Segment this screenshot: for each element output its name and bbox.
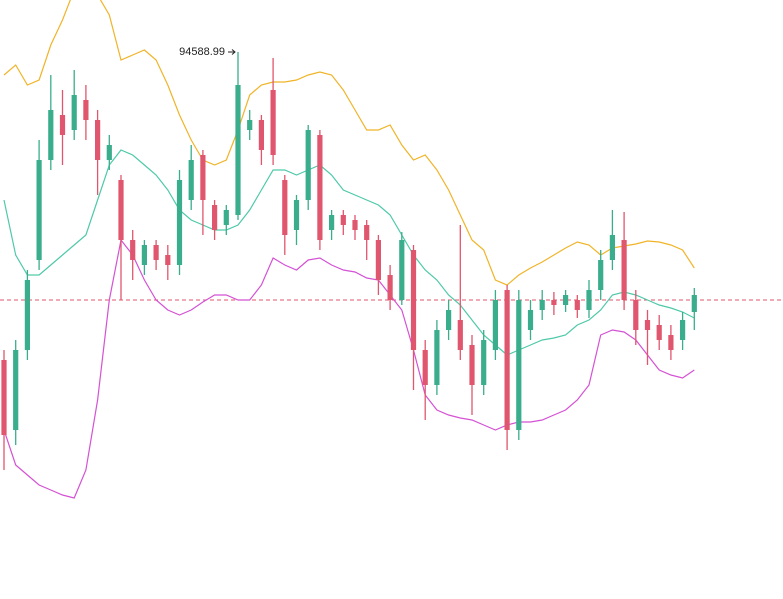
candle-body: [95, 120, 101, 160]
band-line: [3, 149, 695, 356]
candle-body: [527, 310, 534, 330]
candle-body: [387, 275, 393, 300]
candle-body: [1, 360, 7, 435]
candle-body: [492, 300, 498, 350]
candle-body: [539, 300, 545, 310]
candle-body: [364, 225, 370, 240]
candle-body: [410, 250, 417, 350]
candle-body: [469, 345, 475, 385]
candle-body: [223, 210, 229, 225]
candle-body: [504, 290, 510, 430]
candle-body: [399, 240, 405, 300]
candle-body: [153, 245, 159, 260]
candle-body: [176, 180, 183, 265]
candle-body: [270, 90, 276, 155]
candle-body: [188, 160, 194, 200]
candle-body: [13, 350, 19, 430]
candle-body: [165, 255, 171, 265]
candle-body: [83, 100, 89, 120]
candle-body: [516, 300, 522, 430]
candle-body: [668, 335, 674, 350]
candle-body: [48, 110, 54, 160]
candle-body: [59, 115, 66, 135]
candle-body: [644, 320, 651, 330]
candle-body: [200, 155, 206, 200]
candle-body: [621, 240, 627, 300]
candle-body: [141, 245, 147, 265]
candle-body: [293, 200, 300, 230]
candle-body: [130, 240, 136, 260]
candle-body: [352, 220, 358, 230]
band-line: [3, 0, 695, 286]
candle-body: [340, 215, 346, 225]
candle-body: [680, 320, 686, 340]
candle-body: [71, 95, 77, 130]
candle-body: [24, 280, 30, 350]
candle-body: [282, 180, 288, 235]
candle-body: [691, 295, 697, 312]
candle-body: [551, 300, 557, 305]
candle-body: [106, 145, 112, 160]
candle-body: [574, 300, 580, 310]
candle-body: [446, 310, 452, 330]
high-arrow: [228, 49, 236, 55]
candle-body: [36, 160, 42, 260]
candle-body: [329, 215, 335, 230]
candle-body: [656, 325, 662, 340]
candle-body: [235, 85, 241, 215]
candle-body: [598, 260, 604, 290]
band-line: [3, 238, 695, 499]
candle-body: [563, 295, 569, 305]
candle-body: [305, 130, 311, 200]
candle-body: [212, 205, 218, 230]
candle-body: [609, 235, 615, 260]
candle-body: [434, 330, 440, 385]
candle-body: [375, 240, 381, 280]
candle-body: [457, 320, 463, 350]
candle-body: [481, 340, 487, 385]
candle-body: [586, 290, 592, 310]
candle-body: [258, 120, 264, 150]
candle-body: [118, 180, 124, 240]
candle-body: [317, 135, 323, 240]
candle-body: [422, 350, 428, 385]
high-label: 94588.99: [179, 46, 225, 58]
candle-body: [633, 300, 639, 330]
candle-body: [247, 120, 253, 130]
